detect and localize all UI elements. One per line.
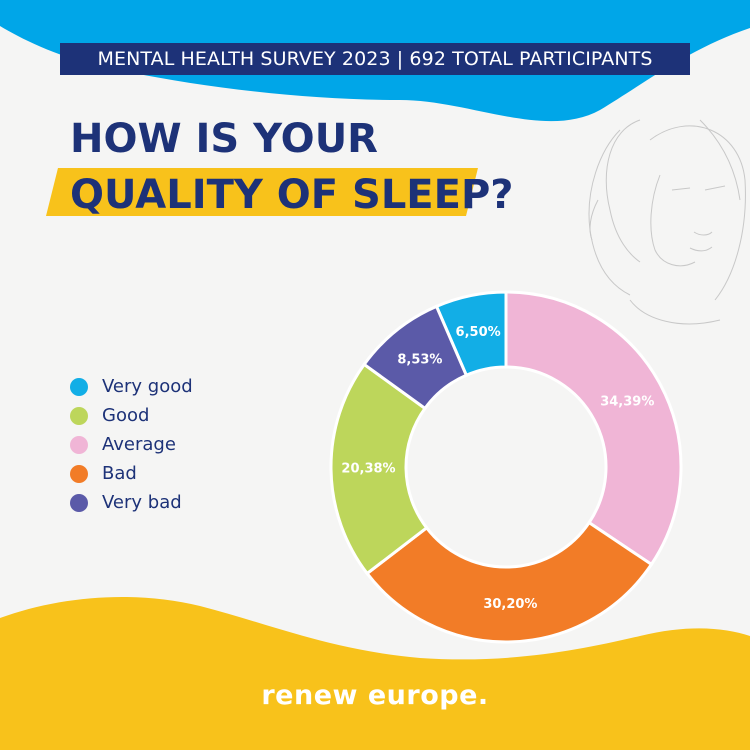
survey-banner: MENTAL HEALTH SURVEY 2023 | 692 TOTAL PA… <box>60 43 690 75</box>
slice-label-very-bad: 8,53% <box>397 352 442 367</box>
legend-item-good: Good <box>70 401 193 430</box>
legend-label-very-bad: Very bad <box>102 492 182 513</box>
title-line-2: QUALITY OF SLEEP? <box>70 172 514 218</box>
legend-swatch-good <box>70 406 88 425</box>
slice-label-very-good: 6,50% <box>456 325 501 340</box>
legend-item-average: Average <box>70 430 193 459</box>
slice-very-bad <box>362 304 469 411</box>
legend-label-good: Good <box>102 405 150 426</box>
legend-item-very-good: Very good <box>70 372 193 401</box>
slice-bad <box>365 520 654 644</box>
legend-swatch-very-bad <box>70 493 88 512</box>
renew-europe-logo: renew europe. <box>261 680 489 711</box>
legend-label-bad: Bad <box>102 463 137 484</box>
slice-good <box>329 362 429 576</box>
slice-average <box>504 290 683 567</box>
legend: Very good Good Average Bad Very bad <box>70 372 193 517</box>
slice-label-average: 34,39% <box>600 395 654 410</box>
legend-item-very-bad: Very bad <box>70 488 193 517</box>
bottom-yellow-wave <box>0 596 750 750</box>
title-line-1: HOW IS YOUR <box>70 116 378 162</box>
slice-label-good: 20,38% <box>341 461 395 476</box>
legend-swatch-average <box>70 435 88 454</box>
legend-label-average: Average <box>102 434 176 455</box>
legend-swatch-very-good <box>70 377 88 396</box>
legend-item-bad: Bad <box>70 459 193 488</box>
legend-label-very-good: Very good <box>102 376 193 397</box>
legend-swatch-bad <box>70 464 88 483</box>
face-line-art-decoration <box>588 119 746 325</box>
slice-label-bad: 30,20% <box>483 597 537 612</box>
